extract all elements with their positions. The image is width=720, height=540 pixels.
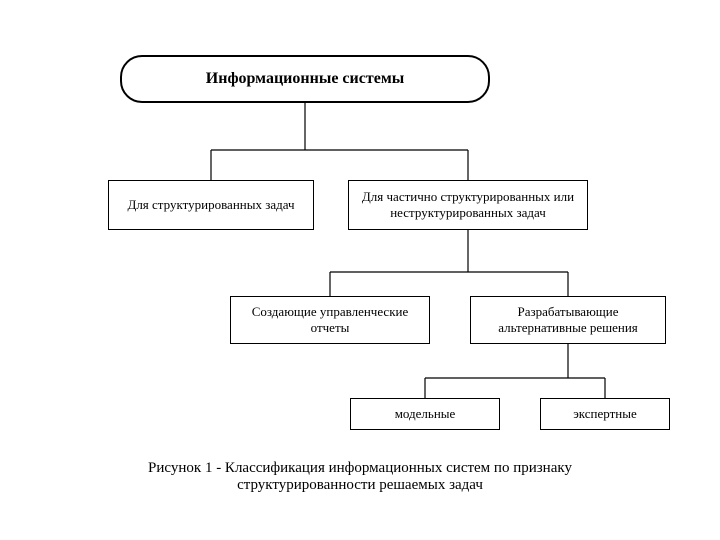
node-a2-label: Для частично структурированных или нестр…	[357, 189, 579, 220]
node-c1-label: модельные	[395, 406, 456, 422]
caption-line1: Рисунок 1 - Классификация информационных…	[148, 460, 572, 476]
node-a2: Для частично структурированных или нестр…	[348, 180, 588, 230]
node-root: Информационные системы	[120, 55, 490, 103]
node-c2: экспертные	[540, 398, 670, 430]
node-c2-label: экспертные	[573, 406, 637, 422]
node-c1: модельные	[350, 398, 500, 430]
node-b1: Создающие управленческие отчеты	[230, 296, 430, 344]
caption-line2: структурированности решаемых задач	[237, 477, 483, 493]
node-root-label: Информационные системы	[206, 69, 404, 88]
node-b2-label: Разрабатывающие альтернативные решения	[479, 304, 657, 335]
figure-caption: Рисунок 1 - Классификация информационных…	[0, 460, 720, 494]
node-b1-label: Создающие управленческие отчеты	[239, 304, 421, 335]
node-a1-label: Для структурированных задач	[127, 197, 294, 213]
node-b2: Разрабатывающие альтернативные решения	[470, 296, 666, 344]
node-a1: Для структурированных задач	[108, 180, 314, 230]
